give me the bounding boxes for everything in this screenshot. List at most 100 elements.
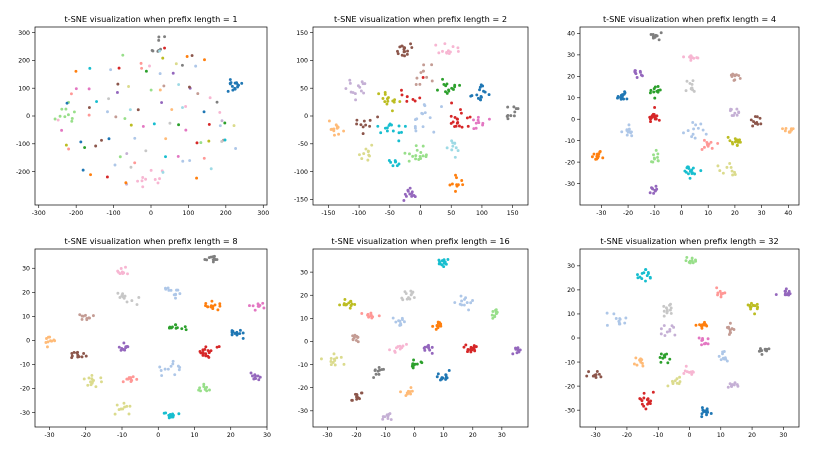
data-point bbox=[448, 183, 452, 187]
data-point bbox=[368, 124, 372, 128]
data-point bbox=[390, 123, 393, 127]
data-point bbox=[164, 411, 168, 415]
data-point bbox=[396, 52, 400, 56]
x-tick-label: -30 bbox=[322, 432, 332, 439]
data-point bbox=[195, 176, 199, 180]
data-point bbox=[63, 115, 67, 119]
data-point bbox=[490, 313, 494, 317]
data-point bbox=[87, 106, 91, 109]
data-point bbox=[415, 148, 419, 152]
data-point bbox=[655, 89, 659, 93]
data-point bbox=[117, 66, 121, 70]
data-point bbox=[45, 337, 48, 340]
data-point bbox=[700, 343, 703, 347]
data-point bbox=[354, 338, 358, 342]
data-point bbox=[166, 367, 170, 371]
data-point bbox=[689, 58, 693, 62]
y-tick-label: 0 bbox=[26, 113, 30, 120]
data-point bbox=[693, 136, 697, 140]
data-point bbox=[673, 379, 677, 383]
y-tick-label: -30 bbox=[565, 181, 575, 188]
data-point bbox=[207, 139, 211, 143]
data-point bbox=[445, 91, 449, 95]
data-point bbox=[419, 157, 423, 160]
data-point bbox=[387, 123, 391, 127]
data-point bbox=[789, 128, 793, 132]
data-point bbox=[705, 413, 708, 417]
y-tick-label: 200 bbox=[18, 58, 30, 65]
data-point bbox=[430, 351, 434, 355]
data-point bbox=[198, 350, 202, 353]
data-point bbox=[60, 107, 64, 111]
y-tick-label: 20 bbox=[300, 292, 308, 299]
data-point bbox=[64, 143, 68, 147]
data-point bbox=[176, 288, 180, 292]
data-point bbox=[394, 346, 398, 350]
panel-2: t-SNE visualization when prefix length =… bbox=[294, 14, 529, 217]
data-point bbox=[199, 389, 202, 393]
data-point bbox=[163, 367, 167, 371]
data-point bbox=[212, 257, 216, 261]
y-tick-label: 0 bbox=[26, 338, 30, 345]
data-point bbox=[210, 299, 214, 303]
data-point bbox=[735, 113, 739, 117]
data-point bbox=[376, 115, 380, 119]
data-point bbox=[644, 279, 647, 283]
data-point bbox=[644, 268, 647, 272]
data-point bbox=[335, 356, 339, 360]
data-point bbox=[453, 301, 457, 305]
data-point bbox=[734, 139, 738, 143]
data-point bbox=[682, 372, 686, 375]
data-point bbox=[425, 75, 429, 79]
data-point bbox=[388, 348, 391, 352]
data-point bbox=[653, 35, 657, 39]
data-point bbox=[619, 97, 623, 101]
data-point bbox=[414, 144, 418, 148]
data-point bbox=[659, 31, 663, 35]
data-point bbox=[386, 97, 389, 101]
data-point bbox=[402, 46, 406, 50]
data-point bbox=[254, 374, 257, 378]
data-point bbox=[678, 375, 682, 379]
data-point bbox=[399, 323, 403, 327]
data-point bbox=[692, 56, 696, 60]
x-tick-label: 30 bbox=[498, 432, 506, 439]
data-point bbox=[738, 76, 742, 80]
data-point bbox=[444, 90, 447, 94]
panel-title: t-SNE visualization when prefix length =… bbox=[64, 14, 237, 24]
data-point bbox=[759, 122, 763, 126]
data-point bbox=[474, 345, 478, 349]
data-point bbox=[373, 369, 377, 372]
data-point bbox=[597, 372, 601, 376]
data-point bbox=[362, 152, 366, 156]
data-point bbox=[669, 302, 672, 306]
data-point bbox=[183, 325, 187, 329]
data-point bbox=[400, 88, 403, 92]
data-point bbox=[697, 336, 701, 340]
panel-6: t-SNE visualization when prefix length =… bbox=[565, 236, 800, 439]
data-point bbox=[441, 49, 444, 53]
x-tick-label: 0 bbox=[688, 432, 692, 439]
data-point bbox=[213, 303, 217, 307]
data-point bbox=[208, 96, 212, 100]
data-point bbox=[657, 38, 661, 42]
data-point bbox=[122, 341, 126, 345]
data-point bbox=[481, 84, 485, 88]
data-point bbox=[651, 390, 655, 394]
data-point bbox=[81, 168, 85, 172]
data-point bbox=[369, 314, 373, 318]
data-point bbox=[612, 312, 616, 316]
data-point bbox=[176, 154, 180, 158]
data-point bbox=[220, 119, 224, 123]
data-point bbox=[209, 305, 213, 309]
data-point bbox=[343, 298, 347, 301]
data-point bbox=[716, 291, 720, 295]
data-point bbox=[167, 288, 171, 292]
data-point bbox=[237, 83, 241, 87]
data-point bbox=[72, 110, 76, 114]
y-tick-label: -10 bbox=[298, 362, 308, 369]
y-tick-label: -10 bbox=[20, 362, 30, 369]
data-point bbox=[140, 179, 144, 183]
data-point bbox=[423, 345, 427, 349]
